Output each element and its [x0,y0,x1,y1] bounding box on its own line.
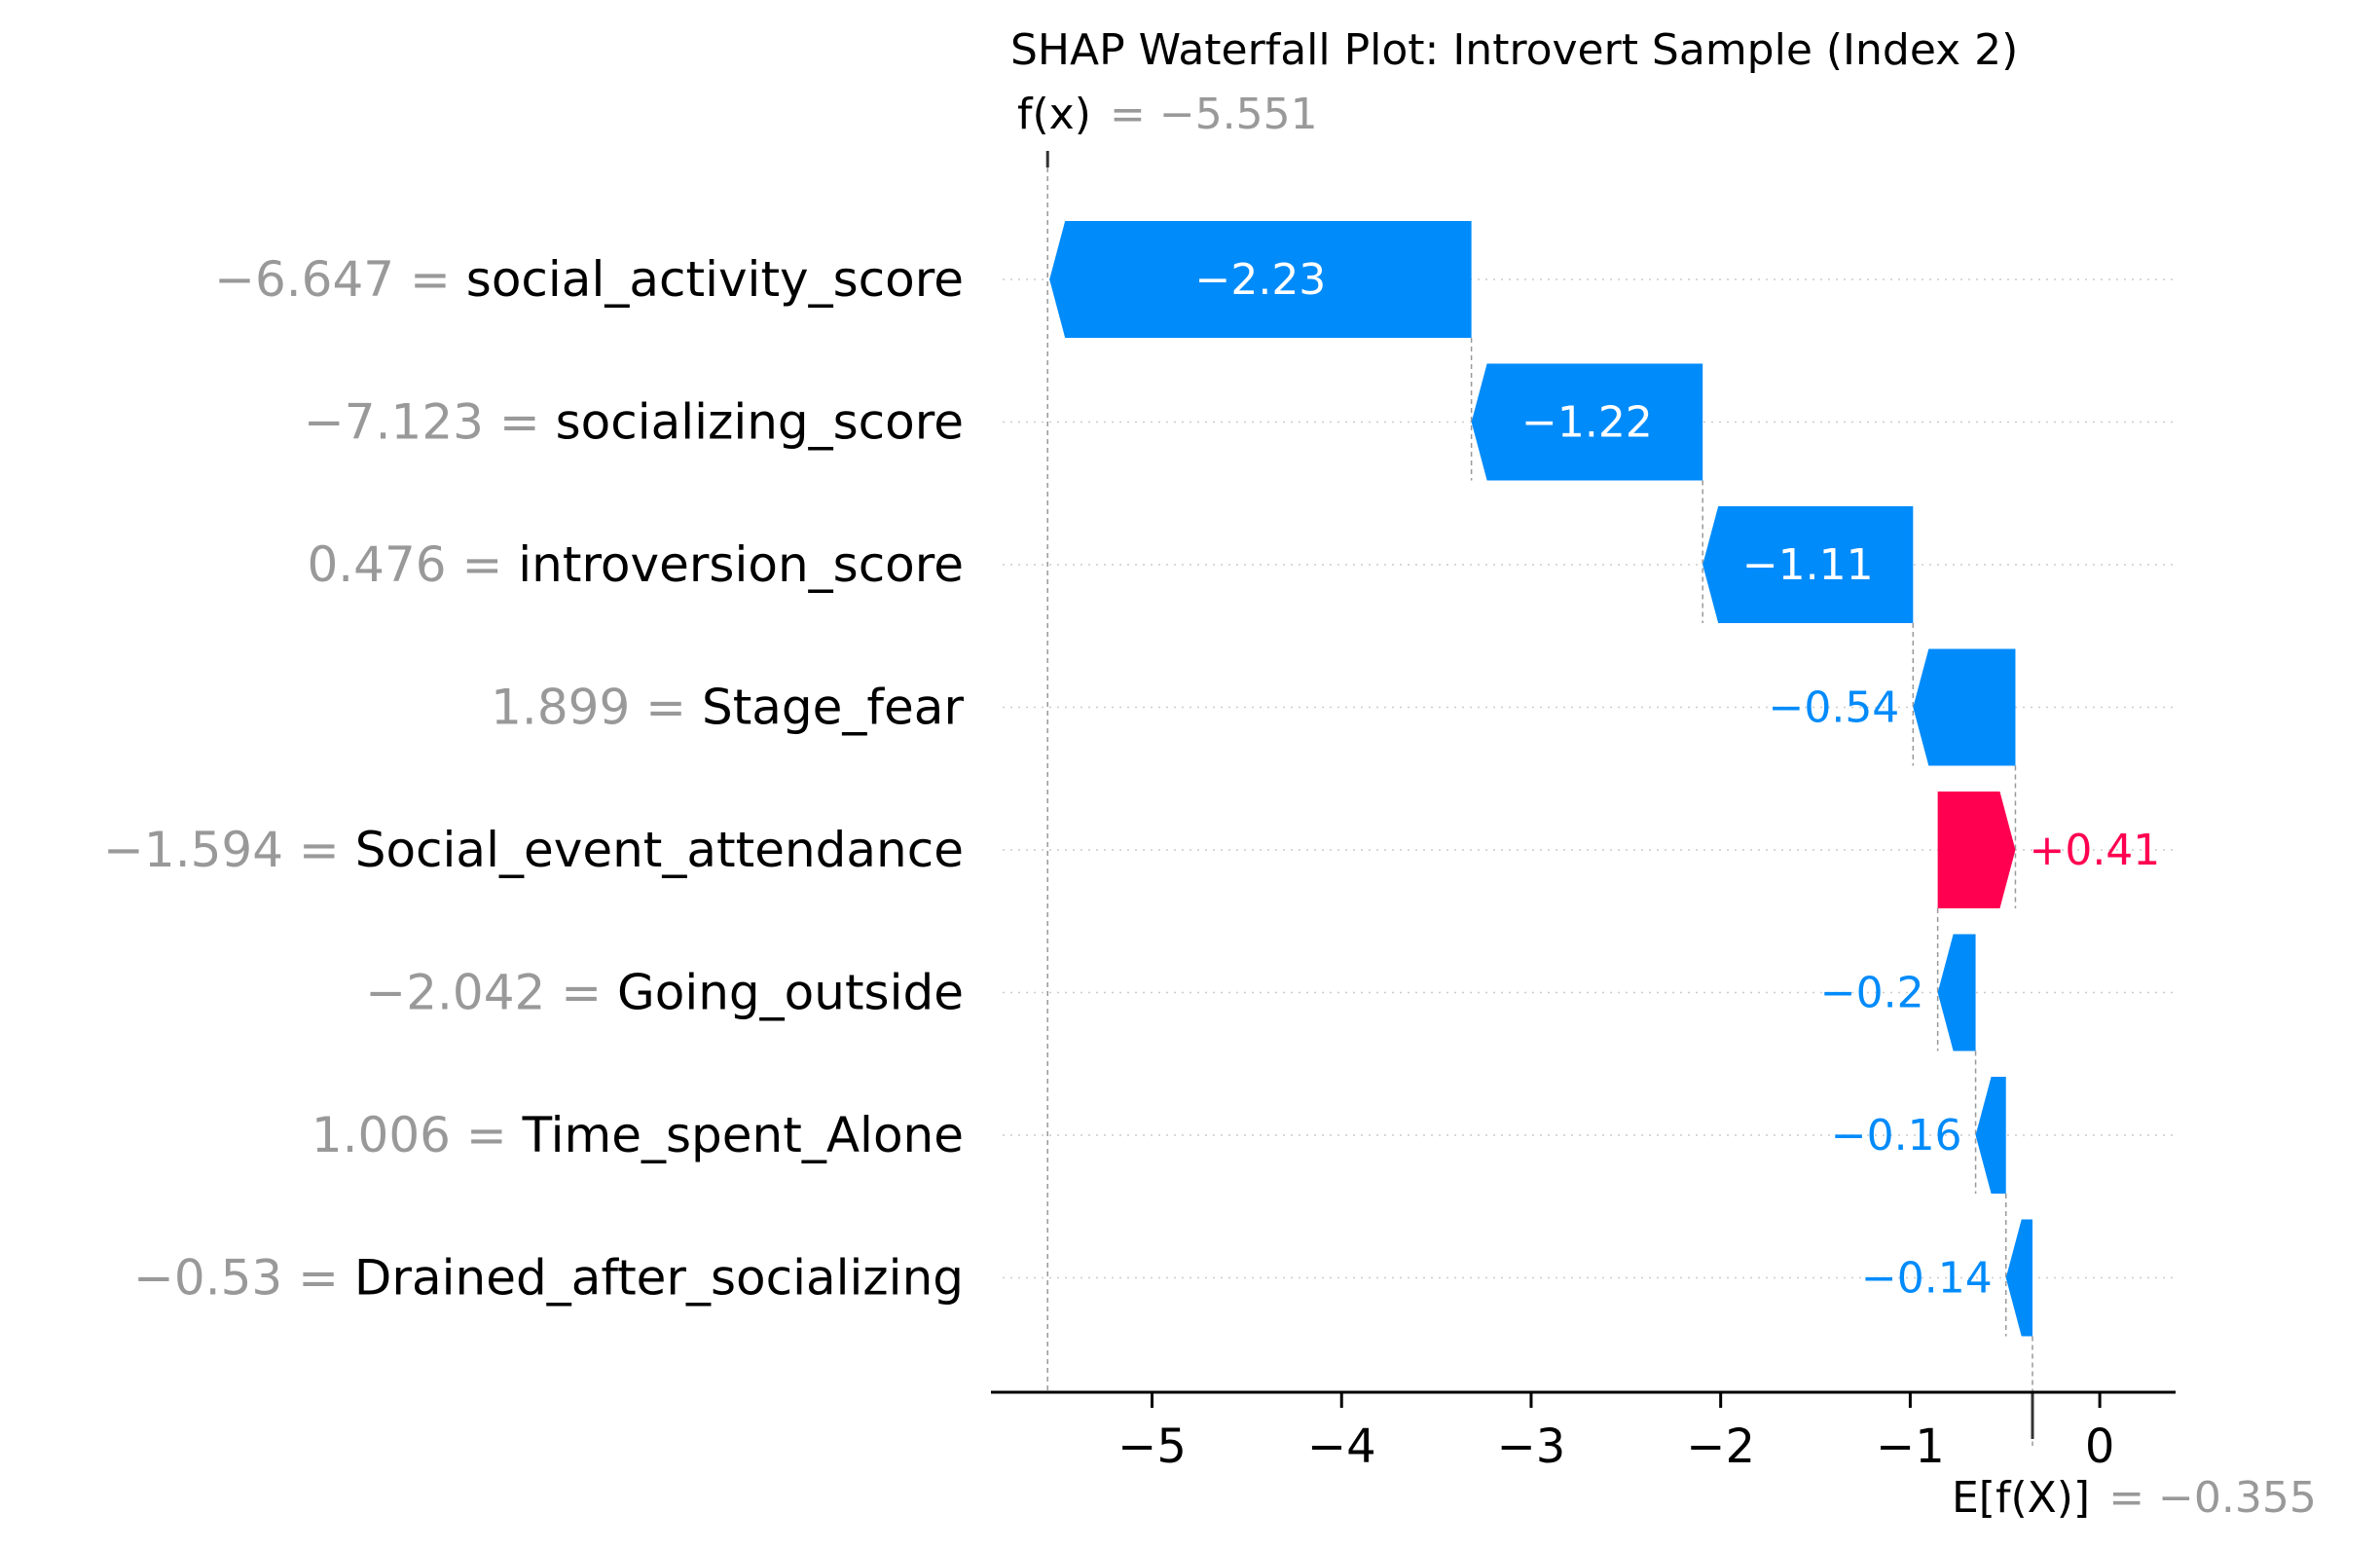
base-annotation: E[f(X)] = −0.355 [1952,1473,2317,1523]
bar-value-label: −0.14 [1861,1254,1993,1304]
bar-value-label: −0.2 [1820,969,1924,1018]
feature-value: 1.899 = [491,680,702,736]
feature-value: 1.006 = [311,1107,523,1163]
x-tick-label: −4 [1307,1419,1376,1474]
feature-value: −1.594 = [103,822,355,878]
waterfall-bar [1975,1077,2006,1194]
feature-label: −1.594 = Social_event_attendance [103,822,964,878]
reference-lines [1045,151,2034,1446]
feature-labels: −2.23 −6.647 = social_activity_score −1.22… [103,251,2160,1307]
bar-value-label: −1.11 [1742,540,1874,590]
feature-value: −6.647 = [214,251,466,308]
feature-label: 1.899 = Stage_fear [491,680,964,736]
bar-value-label: −2.23 [1194,255,1326,305]
bar-value-label: −0.54 [1768,683,1899,733]
x-tick-label: 0 [2085,1419,2115,1474]
base-value: = −0.355 [2108,1473,2317,1523]
waterfall-bar [1703,506,1914,623]
svg-text:f(x) = −5.551: f(x) = −5.551 [1017,90,1318,139]
svg-text:E[f(X)] = −0.355: E[f(X)] = −0.355 [1952,1473,2317,1523]
base-label: E[f(X)] [1952,1473,2090,1523]
fx-value: = −5.551 [1110,90,1318,139]
feature-label: 0.476 = introversion_score [307,536,964,593]
feature-name: introversion_score [518,536,964,593]
waterfall-bar [1937,792,2016,908]
waterfall-bars [1049,221,2032,1337]
waterfall-bar [1913,648,2016,766]
feature-label: −0.53 = Drained_after_socializing [133,1250,964,1307]
feature-name: socializing_score [556,394,964,451]
feature-value: −7.123 = [304,394,556,451]
feature-label: −7.123 = socializing_score [304,394,964,451]
waterfall-bar [1937,934,1976,1051]
bar-value-label: +0.41 [2029,826,2160,875]
fx-label: f(x) [1017,90,1091,139]
bar-value-label: −1.22 [1521,398,1653,448]
feature-name: Social_event_attendance [355,822,964,878]
x-tick-label: −2 [1686,1419,1755,1474]
feature-name: Going_outside [617,965,964,1021]
chart-title: SHAP Waterfall Plot: Introvert Sample (I… [1010,25,2018,75]
x-axis-ticks: −5 −4 −3 −2 −1 0 [1117,1392,2114,1474]
feature-label: −2.042 = Going_outside [365,965,964,1021]
feature-name: social_activity_score [466,251,964,308]
feature-label: −6.647 = social_activity_score [214,251,964,308]
feature-name: Drained_after_socializing [354,1250,964,1307]
x-tick-label: −3 [1497,1419,1566,1474]
feature-value: 0.476 = [307,536,518,593]
feature-label: 1.006 = Time_spent_Alone [311,1107,964,1163]
fx-annotation: f(x) = −5.551 [1017,90,1318,139]
waterfall-bar [1471,363,1703,481]
feature-name: Stage_fear [702,680,964,736]
waterfall-bar [2005,1219,2032,1337]
x-tick-label: −1 [1876,1419,1945,1474]
feature-value: −2.042 = [365,965,617,1021]
x-tick-label: −5 [1117,1419,1187,1474]
waterfall-bar [1049,221,1472,338]
feature-value: −0.53 = [133,1250,354,1307]
bar-value-label: −0.16 [1831,1111,1962,1161]
feature-name: Time_spent_Alone [522,1107,964,1163]
